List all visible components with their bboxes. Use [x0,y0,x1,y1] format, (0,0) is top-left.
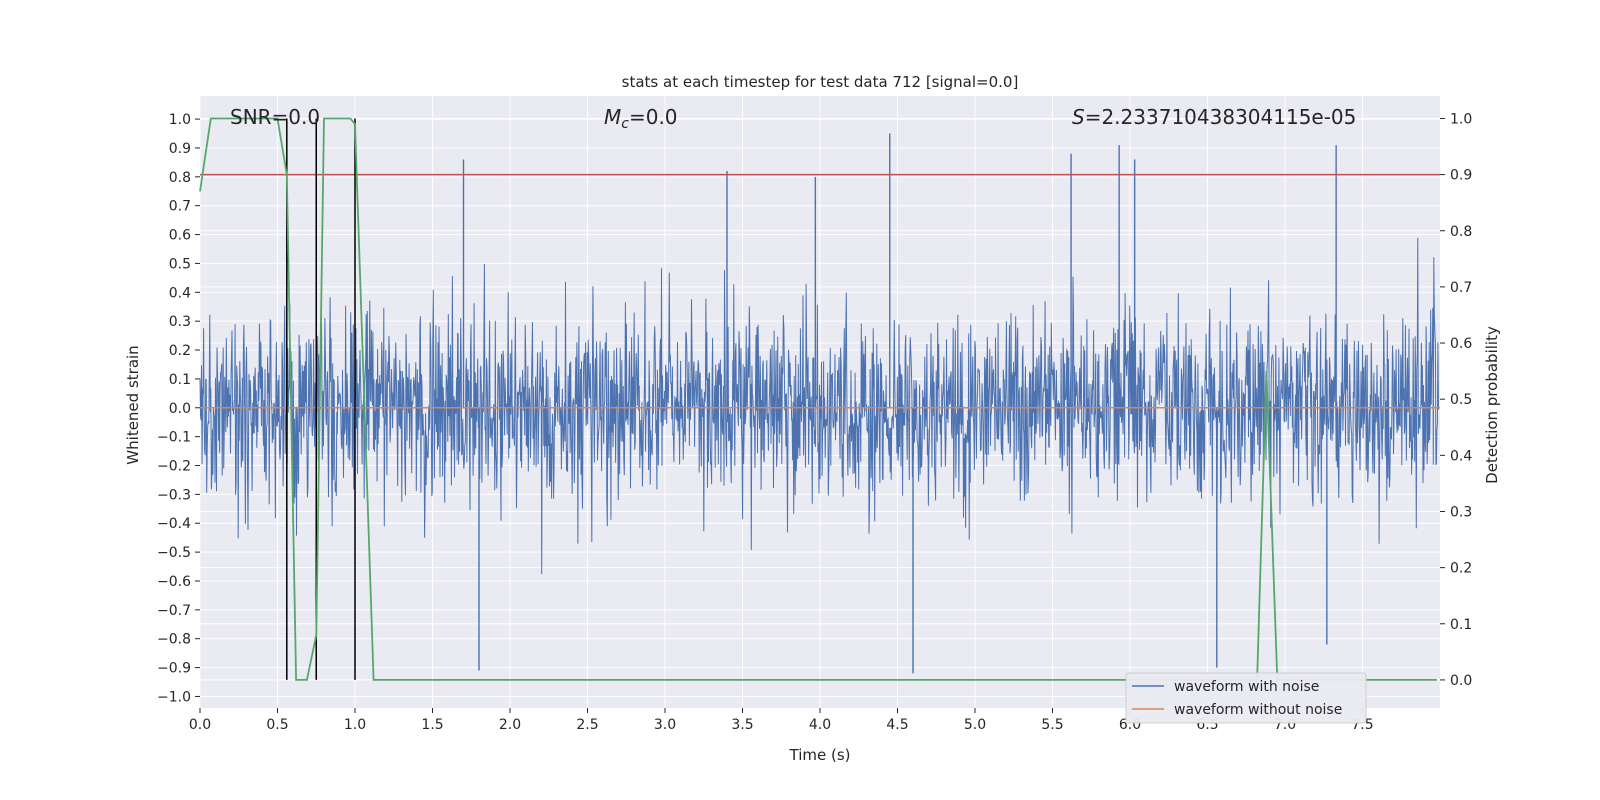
y-axis-label: Whitened strain [124,345,142,464]
snr-annotation: SNR=0.0 [230,105,320,129]
legend-box [1125,672,1367,724]
x-tick-label: 3.0 [654,717,676,733]
legend-entry-clean: waveform without noise [1174,702,1342,718]
y-right-tick-label: 0.8 [1450,224,1472,240]
s-value: =2.233710438304115e-05 [1085,105,1357,129]
legend-entry-noise: waveform with noise [1174,679,1319,695]
y-right-tick-label: 0.6 [1450,336,1472,352]
y-tick-label: −0.4 [157,516,191,532]
y-tick-label: −0.6 [157,574,191,590]
chart-title: stats at each timestep for test data 712… [622,73,1019,91]
y-right-tick-label: 0.7 [1450,280,1472,296]
y-right-tick-label: 0.5 [1450,392,1472,408]
mc-subscript: c [621,116,629,132]
y-right-axis-label: Detection probability [1483,326,1501,484]
y-tick-label: −0.2 [157,459,191,475]
y-tick-label: 0.0 [169,401,191,417]
y-tick-label: 0.1 [169,372,191,388]
x-tick-label: 2.0 [499,717,521,733]
s-symbol: S [1072,105,1085,129]
y-right-tick-label: 1.0 [1450,111,1472,127]
y-tick-label: 0.3 [169,314,191,330]
y-tick-label: −0.9 [157,661,191,677]
y-tick-label: 1.0 [169,112,191,128]
y-right-tick-label: 0.9 [1450,168,1472,184]
y-right-tick-label: 0.3 [1450,504,1472,520]
x-tick-label: 0.0 [189,717,211,733]
x-tick-label: 2.5 [576,717,598,733]
overlay-lines [199,117,1440,681]
y-tick-label: −0.7 [157,603,191,619]
y-right-tick-label: 0.1 [1450,617,1472,633]
y-tick-label: −0.1 [157,430,191,446]
x-tick-label: 1.0 [344,717,366,733]
y-tick-label: 0.2 [169,343,191,359]
x-tick-label: 1.5 [421,717,443,733]
chirp-mass-annotation: Mc=0.0 [604,105,678,132]
y-tick-label: 0.9 [169,141,191,157]
x-axis-label: Time (s) [789,746,851,764]
mc-value: =0.0 [629,105,678,129]
axis-ticks: 0.0 0.5 1.0 1.5 2.0 2.5 3.0 3.5 4.0 4.5 5.0 5.5 6.0 6… [157,111,1472,733]
y-right-tick-label: 0.0 [1450,673,1472,689]
series-detection-probability [199,117,1437,681]
x-tick-label: 4.0 [809,717,831,733]
y-tick-label: 0.8 [169,170,191,186]
legend: waveform with noise waveform without noi… [1125,672,1367,724]
y-right-tick-label: 0.4 [1450,448,1472,464]
y-tick-label: 0.4 [169,285,191,301]
series-waveform-with-noise [199,133,1439,674]
x-tick-label: 3.5 [731,717,753,733]
y-tick-label: 0.6 [169,228,191,244]
s-annotation: S=2.233710438304115e-05 [1072,105,1356,129]
x-tick-label: 4.5 [886,717,908,733]
y-tick-label: −0.3 [157,487,191,503]
x-tick-label: 5.0 [964,717,986,733]
x-tick-label: 0.5 [266,717,288,733]
y-tick-label: 0.7 [169,199,191,215]
y-tick-label: −0.5 [157,545,191,561]
x-tick-label: 5.5 [1041,717,1063,733]
y-right-tick-label: 0.2 [1450,561,1472,577]
y-tick-label: 0.5 [169,256,191,272]
mc-symbol: M [604,105,621,129]
y-tick-label: −1.0 [157,689,191,705]
noise-trace [199,237,1439,575]
y-tick-label: −0.8 [157,632,191,648]
